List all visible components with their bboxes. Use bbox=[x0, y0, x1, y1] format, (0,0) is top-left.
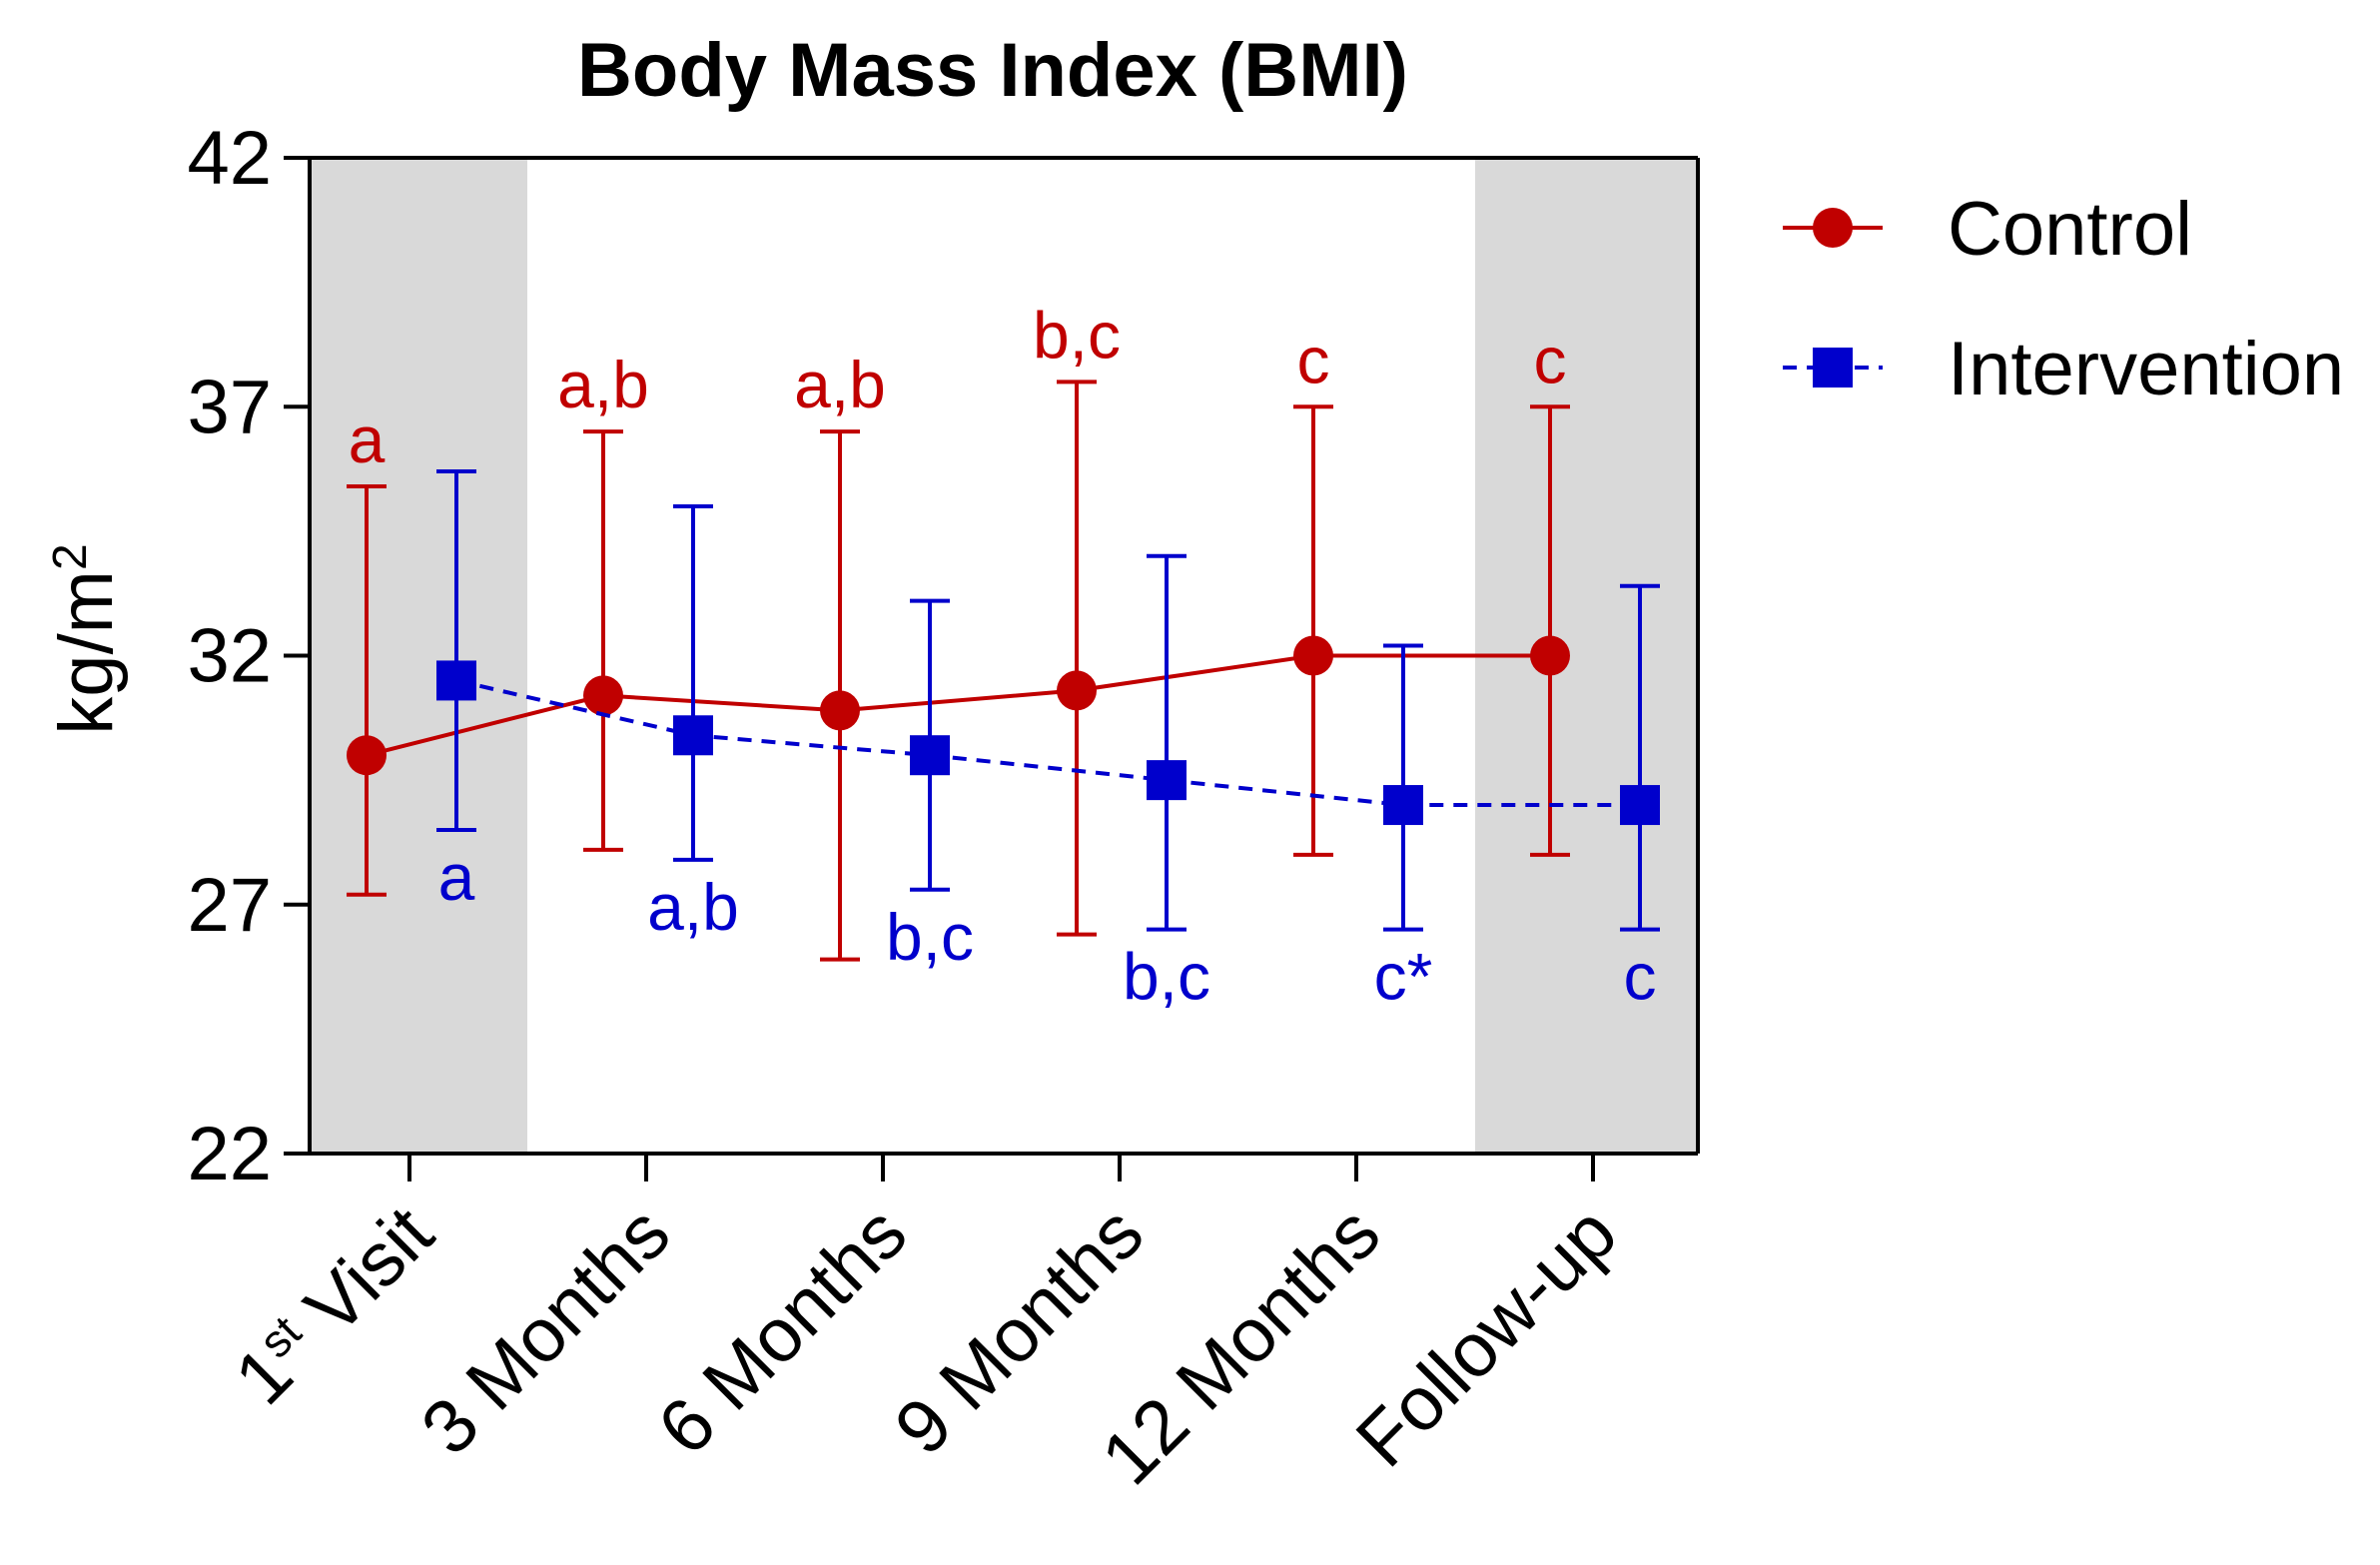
control-point-1 bbox=[347, 735, 387, 776]
legend-marker bbox=[1813, 208, 1853, 248]
control-significance-label-5: c bbox=[1297, 323, 1330, 396]
y-axis: 22 27 32 37 42 bbox=[187, 116, 1700, 1196]
x-tick-label-text: 6 Months bbox=[642, 1190, 923, 1471]
intervention-point-2 bbox=[673, 715, 713, 756]
y-axis-label: kg/m2 bbox=[44, 543, 130, 734]
y-tick-label-42: 42 bbox=[187, 116, 272, 201]
intervention-point-5 bbox=[1383, 785, 1423, 826]
control-point-6 bbox=[1530, 635, 1570, 676]
control-point-2 bbox=[583, 675, 623, 716]
intervention-significance-label-2: a,b bbox=[647, 870, 739, 944]
intervention-error-bar-4 bbox=[1147, 553, 1187, 932]
legend-label: Control bbox=[1948, 187, 2192, 272]
intervention-point-1 bbox=[436, 660, 476, 701]
control-error-bar-6 bbox=[1530, 404, 1570, 857]
intervention-significance-label-3: b,c bbox=[886, 900, 974, 974]
legend: Control Intervention bbox=[1783, 187, 2344, 411]
control-significance-label-1: a bbox=[349, 402, 386, 476]
x-tick-label-3: 6 Months bbox=[642, 1190, 923, 1471]
control-error-bar-2 bbox=[583, 429, 623, 852]
series-layer: a a,b a,b b,c c c a a,b b,c b,c c* c bbox=[347, 298, 1660, 1014]
intervention-significance-label-6: c bbox=[1624, 940, 1657, 1014]
y-tick-label-22: 22 bbox=[187, 1112, 272, 1196]
x-tick-label-text: Follow-up bbox=[1340, 1190, 1633, 1483]
control-significance-label-6: c bbox=[1534, 323, 1567, 396]
control-error-bar-1 bbox=[347, 484, 387, 897]
control-significance-label-2: a,b bbox=[557, 348, 649, 421]
legend-label: Intervention bbox=[1948, 327, 2344, 411]
control-error-bar-4 bbox=[1057, 380, 1097, 937]
intervention-point-4 bbox=[1147, 760, 1187, 801]
x-tick-label-6: Follow-up bbox=[1340, 1190, 1633, 1483]
y-axis-label-unit: kg/m bbox=[44, 570, 129, 735]
x-tick-label-1: 1st Visit bbox=[219, 1190, 449, 1421]
intervention-point-6 bbox=[1620, 785, 1660, 826]
legend-item-intervention: Intervention bbox=[1783, 327, 2344, 411]
intervention-significance-label-4: b,c bbox=[1123, 940, 1210, 1014]
y-tick-label-27: 27 bbox=[187, 863, 272, 948]
y-axis-label-exponent: 2 bbox=[44, 543, 97, 570]
intervention-line bbox=[455, 678, 1640, 808]
control-point-5 bbox=[1293, 635, 1333, 676]
control-significance-label-3: a,b bbox=[794, 348, 886, 421]
intervention-error-bar-1 bbox=[436, 469, 476, 832]
intervention-error-bar-2 bbox=[673, 503, 713, 862]
control-line bbox=[366, 653, 1550, 758]
y-tick-label-32: 32 bbox=[187, 614, 272, 699]
intervention-point-3 bbox=[910, 735, 950, 776]
x-tick-label-2: 3 Months bbox=[405, 1190, 686, 1471]
series-intervention: a a,b b,c b,c c* c bbox=[436, 469, 1660, 1014]
intervention-significance-label-1: a bbox=[438, 840, 475, 914]
control-point-3 bbox=[820, 690, 860, 731]
control-error-bar-5 bbox=[1293, 404, 1333, 857]
series-control: a a,b a,b b,c c c bbox=[347, 298, 1570, 962]
control-point-4 bbox=[1057, 670, 1097, 711]
chart-title: Body Mass Index (BMI) bbox=[577, 28, 1408, 113]
legend-marker bbox=[1813, 348, 1853, 388]
shaded-regions bbox=[310, 158, 1698, 1154]
intervention-error-bar-6 bbox=[1620, 583, 1660, 932]
intervention-significance-label-5: c* bbox=[1374, 940, 1433, 1014]
control-significance-label-4: b,c bbox=[1033, 298, 1121, 372]
y-tick-label-37: 37 bbox=[187, 365, 272, 449]
legend-item-control: Control bbox=[1783, 187, 2192, 272]
x-tick-label-text: 3 Months bbox=[405, 1190, 686, 1471]
shaded-region-1 bbox=[310, 158, 527, 1154]
